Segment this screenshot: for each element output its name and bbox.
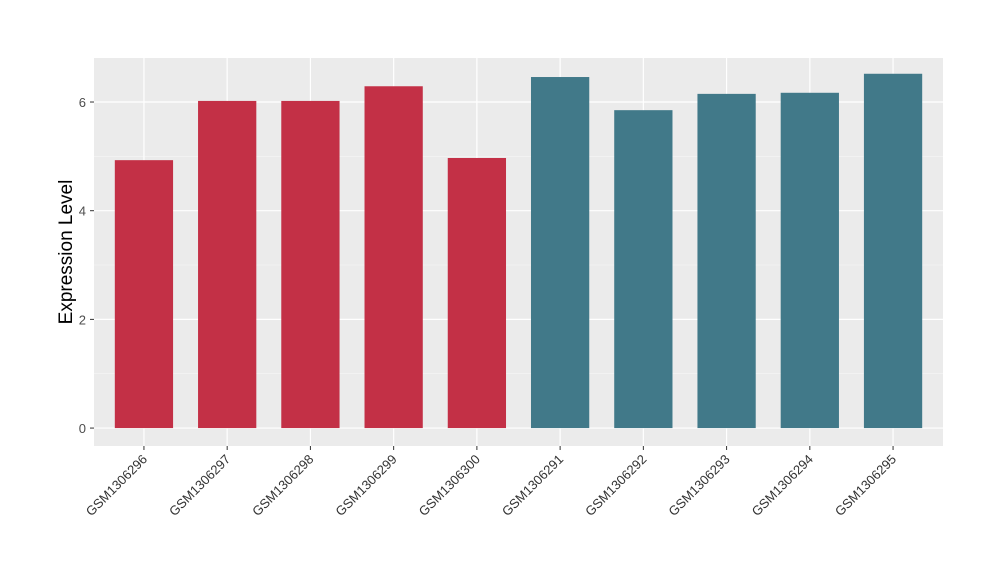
x-tick-label: GSM1306297 (166, 452, 233, 519)
bar-GSM1306292 (614, 110, 673, 429)
x-tick-label: GSM1306299 (332, 452, 399, 519)
y-tick-label: 6 (79, 95, 86, 110)
x-tick-label: GSM1306300 (416, 452, 483, 519)
bar-GSM1306299 (364, 86, 423, 429)
bar-GSM1306298 (281, 100, 340, 429)
y-tick-label: 2 (79, 312, 86, 327)
bar-GSM1306291 (530, 77, 590, 429)
bar-GSM1306293 (697, 93, 756, 429)
y-axis-label: Expression Level (56, 180, 77, 325)
x-tick-label: GSM1306296 (83, 452, 150, 519)
y-tick-label: 4 (79, 204, 86, 219)
bar-GSM1306297 (198, 100, 257, 429)
bar-GSM1306295 (863, 73, 923, 429)
x-tick-label: GSM1306293 (665, 452, 732, 519)
bar-GSM1306300 (447, 157, 507, 429)
bar-GSM1306294 (780, 92, 839, 429)
x-tick-label: GSM1306291 (499, 452, 566, 519)
bar-GSM1306296 (114, 160, 174, 429)
x-tick-label: GSM1306294 (749, 452, 816, 519)
x-tick-label: GSM1306292 (582, 452, 649, 519)
x-tick-label: GSM1306298 (249, 452, 316, 519)
x-tick-label: GSM1306295 (832, 452, 899, 519)
y-tick-label: 0 (79, 421, 86, 436)
